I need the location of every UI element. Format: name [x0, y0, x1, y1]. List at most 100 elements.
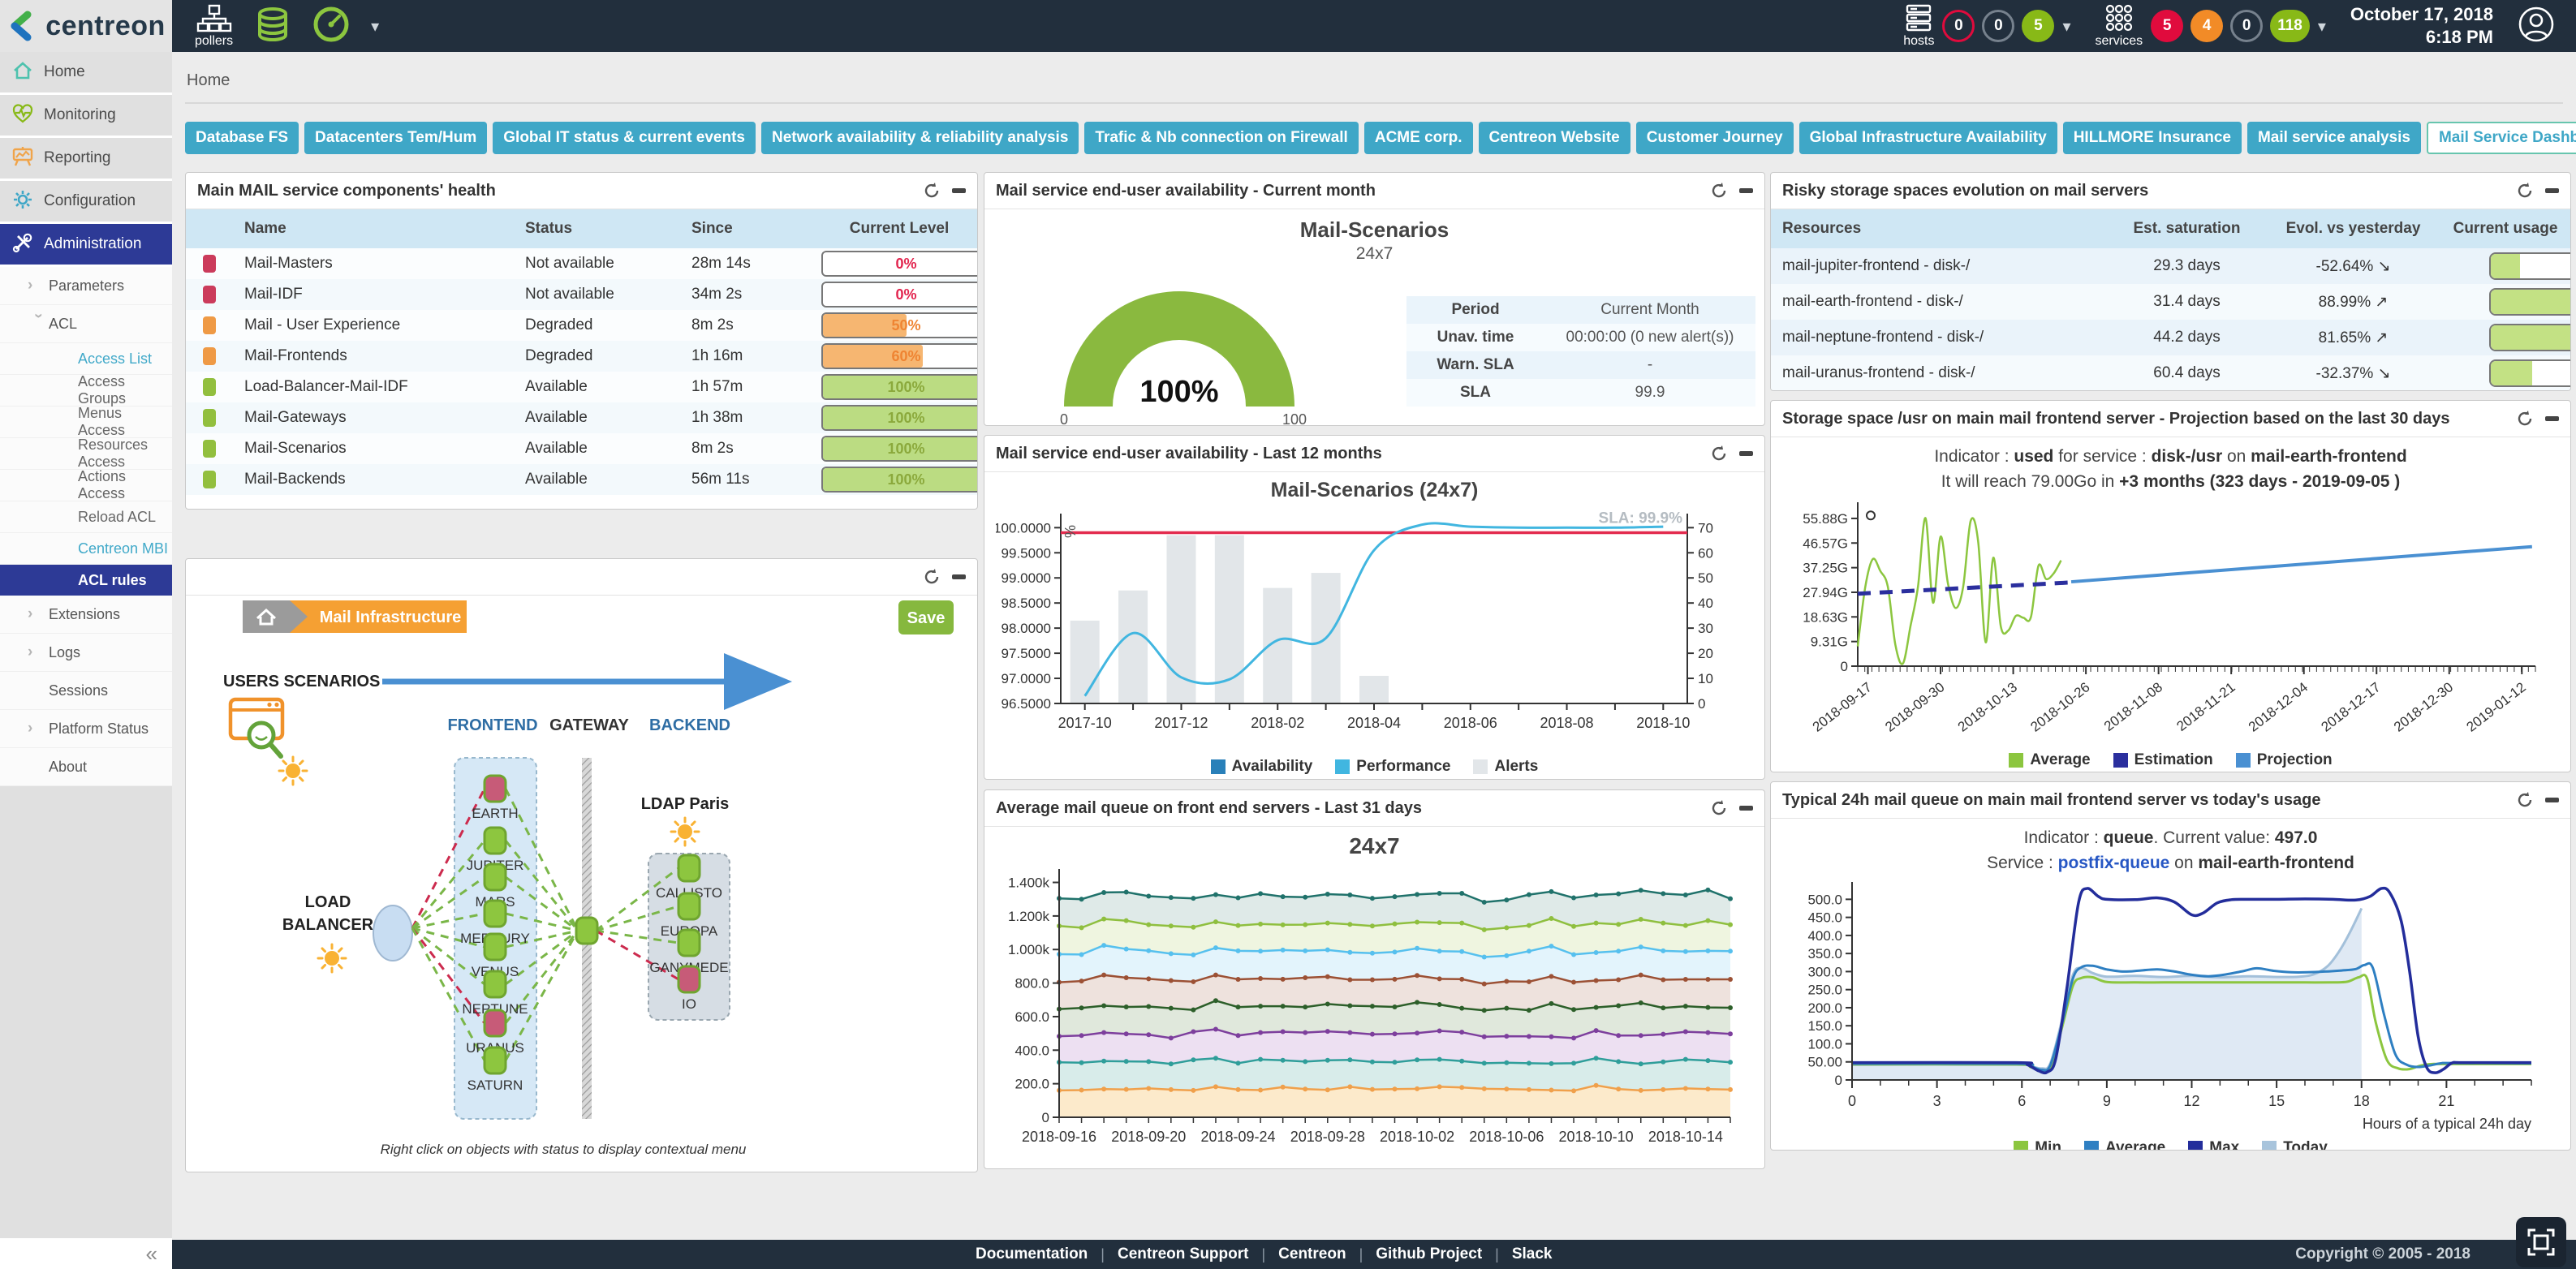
- minimize-icon[interactable]: [1739, 188, 1753, 193]
- footer-link-slack[interactable]: Slack: [1511, 1245, 1553, 1263]
- node-venus[interactable]: [483, 932, 507, 961]
- sidebar-sub-resources-access[interactable]: Resources Access: [0, 437, 172, 470]
- tab-mail-service-dashboard[interactable]: Mail Service Dashboard: [2426, 122, 2576, 154]
- minimize-icon[interactable]: [2545, 798, 2559, 802]
- sidebar-item-home[interactable]: Home: [0, 52, 172, 92]
- sidebar-item-reporting[interactable]: Reporting: [0, 138, 172, 179]
- database-status-icon[interactable]: [254, 6, 291, 47]
- minimize-icon[interactable]: [1739, 451, 1753, 456]
- tab-network-availability-reliability-analysis[interactable]: Network availability & reliability analy…: [761, 122, 1079, 154]
- centreon-logo[interactable]: centreon: [0, 0, 172, 52]
- host-status-badge[interactable]: 5: [2022, 10, 2055, 42]
- service-status-badge[interactable]: 4: [2190, 10, 2224, 42]
- legend-item: Estimation: [2113, 751, 2213, 769]
- svg-text:2018-10-13: 2018-10-13: [1955, 679, 2020, 735]
- tab-database-fs[interactable]: Database FS: [185, 122, 299, 154]
- footer-link-centreon[interactable]: Centreon: [1278, 1245, 1346, 1263]
- sidebar-sub-parameters[interactable]: › Parameters: [0, 267, 172, 305]
- refresh-icon[interactable]: [923, 568, 941, 586]
- refresh-icon[interactable]: [1710, 445, 1728, 462]
- services-status[interactable]: services 5 4 0 118 ▾: [2096, 4, 2326, 49]
- sidebar-collapse-button[interactable]: «: [0, 1238, 172, 1269]
- sidebar-sub-label: Reload ACL: [78, 508, 157, 525]
- load-balancer-node[interactable]: [373, 905, 413, 961]
- refresh-icon[interactable]: [1710, 182, 1728, 200]
- sidebar-sub-actions-access[interactable]: Actions Access: [0, 468, 172, 501]
- tab-hillmore-insurance[interactable]: HILLMORE Insurance: [2062, 122, 2242, 154]
- pollers-menu[interactable]: pollers: [195, 4, 233, 49]
- refresh-icon[interactable]: [923, 182, 941, 200]
- service-status-badge[interactable]: 5: [2151, 10, 2184, 42]
- sidebar-sub-menus-access[interactable]: Menus Access: [0, 405, 172, 438]
- footer-link-centreon-support[interactable]: Centreon Support: [1117, 1245, 1249, 1263]
- tab-global-infrastructure-availability[interactable]: Global Infrastructure Availability: [1798, 122, 2057, 154]
- sidebar-sub-access-groups[interactable]: Access Groups: [0, 373, 172, 407]
- node-gateway[interactable]: [575, 916, 599, 945]
- sidebar-sub-acl-rules[interactable]: ACL rules: [0, 565, 172, 596]
- node-earth[interactable]: [483, 774, 507, 803]
- refresh-icon[interactable]: [1710, 799, 1728, 817]
- node-europa[interactable]: [677, 892, 701, 921]
- footer-link-documentation[interactable]: Documentation: [976, 1245, 1088, 1263]
- sidebar-sub-extensions[interactable]: › Extensions: [0, 596, 172, 634]
- node-io[interactable]: [677, 965, 701, 994]
- host-status-badge[interactable]: 0: [1942, 10, 1975, 42]
- node-neptune[interactable]: [483, 970, 507, 999]
- minimize-icon[interactable]: [2545, 188, 2559, 193]
- node-saturn[interactable]: [483, 1046, 507, 1075]
- sidebar-sub-reload-acl[interactable]: Reload ACL: [0, 501, 172, 533]
- svg-text:100%: 100%: [1139, 375, 1218, 409]
- clock: October 17, 2018 6:18 PM: [2350, 3, 2493, 49]
- sidebar-sub-logs[interactable]: › Logs: [0, 634, 172, 672]
- chevron-down-icon[interactable]: ▾: [2317, 17, 2326, 36]
- sidebar-sub-access-list[interactable]: Access List: [0, 343, 172, 375]
- refresh-icon[interactable]: [2516, 791, 2534, 809]
- minimize-icon[interactable]: [952, 188, 966, 193]
- node-jupiter[interactable]: [483, 826, 507, 855]
- node-callisto[interactable]: [677, 854, 701, 883]
- panel-storage-projection: Storage space /usr on main mail frontend…: [1770, 400, 2571, 772]
- minimize-icon[interactable]: [1739, 806, 1753, 811]
- refresh-icon[interactable]: [2516, 410, 2534, 428]
- tab-mail-service-analysis[interactable]: Mail service analysis: [2246, 122, 2421, 154]
- tab-centreon-website[interactable]: Centreon Website: [1478, 122, 1630, 154]
- gauge-title: Mail-Scenarios: [1299, 217, 1450, 242]
- separator: |: [1495, 1245, 1499, 1263]
- cell-since: 1h 57m: [691, 378, 743, 395]
- sidebar-sub-about[interactable]: About: [0, 748, 172, 786]
- tab-trafic-nb-connection-on-firewall[interactable]: Trafic & Nb connection on Firewall: [1084, 122, 1359, 154]
- latency-gauge-icon[interactable]: [312, 6, 350, 47]
- sidebar-sub-acl[interactable]: › ACL: [0, 305, 172, 343]
- sidebar-item-administration[interactable]: Administration: [0, 224, 172, 265]
- chevron-down-icon[interactable]: ▾: [2062, 17, 2071, 36]
- fullscreen-button[interactable]: [2516, 1217, 2566, 1267]
- sidebar-sub-centreon-mbi[interactable]: Centreon MBI: [0, 533, 172, 565]
- service-status-badge[interactable]: 0: [2230, 10, 2264, 42]
- tab-customer-journey[interactable]: Customer Journey: [1635, 122, 1794, 154]
- refresh-icon[interactable]: [2516, 182, 2534, 200]
- breadcrumb[interactable]: Home: [187, 71, 230, 89]
- tab-datacenters-tem-hum[interactable]: Datacenters Tem/Hum: [304, 122, 488, 154]
- chevron-down-icon[interactable]: ▾: [371, 17, 380, 36]
- node-mars[interactable]: [483, 862, 507, 892]
- host-status-badge[interactable]: 0: [1982, 10, 2015, 42]
- sidebar-sub-platform-status[interactable]: › Platform Status: [0, 710, 172, 748]
- legend-swatch: [2014, 1141, 2029, 1150]
- minimize-icon[interactable]: [2545, 416, 2559, 421]
- footer-link-github-project[interactable]: Github Project: [1376, 1245, 1483, 1263]
- node-ganymede[interactable]: [677, 928, 701, 957]
- minimize-icon[interactable]: [952, 574, 966, 579]
- save-button[interactable]: Save: [898, 600, 954, 634]
- heading-part: Indicator :: [2023, 828, 2104, 847]
- sidebar-sub-sessions[interactable]: Sessions: [0, 672, 172, 710]
- sidebar-item-configuration[interactable]: Configuration: [0, 181, 172, 222]
- avatar[interactable]: [2518, 6, 2555, 47]
- heading-part: queue: [2103, 828, 2154, 847]
- sidebar-item-monitoring[interactable]: Monitoring: [0, 95, 172, 136]
- node-mercury[interactable]: [483, 899, 507, 928]
- node-uranus[interactable]: [483, 1009, 507, 1038]
- tab-acme-corp-[interactable]: ACME corp.: [1363, 122, 1473, 154]
- tab-global-it-status-current-events[interactable]: Global IT status & current events: [493, 122, 756, 154]
- service-status-badge[interactable]: 118: [2270, 10, 2310, 42]
